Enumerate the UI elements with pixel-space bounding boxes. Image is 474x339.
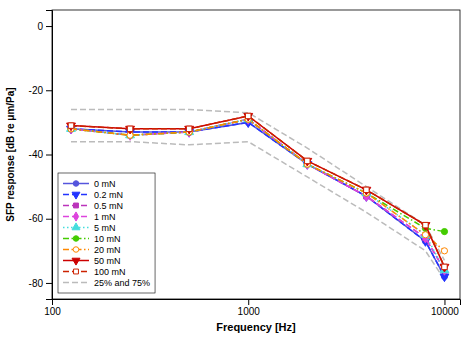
x-tick-label: 100 [44, 306, 61, 317]
series-marker [245, 113, 250, 118]
y-tick-mark [46, 219, 52, 220]
legend-item: 50 mN [63, 256, 121, 266]
legend-marker [72, 258, 80, 265]
x-tick-mark [444, 299, 445, 305]
series-marker [244, 113, 253, 121]
series-marker [362, 188, 371, 196]
y-tick-label: -80 [29, 278, 44, 289]
y-tick-label: -40 [29, 149, 44, 160]
series-marker [67, 123, 76, 131]
series-marker [245, 114, 251, 124]
legend-marker [72, 223, 80, 230]
x-tick-label: 1000 [238, 306, 261, 317]
legend-item: 1 mN [63, 212, 116, 222]
series-marker [303, 158, 312, 166]
series-marker [127, 126, 132, 131]
legend-box [58, 173, 155, 293]
legend-marker [73, 247, 79, 253]
series-marker [441, 248, 447, 254]
series-marker [244, 114, 253, 122]
series-marker [442, 264, 447, 269]
legend-label: 0.5 mN [94, 201, 123, 211]
series-marker [364, 187, 369, 192]
legend-item: 5 mN [63, 223, 116, 233]
series-marker [305, 158, 310, 163]
y-tick-label: -60 [29, 213, 44, 224]
series-marker [421, 223, 430, 231]
series-marker [186, 127, 192, 137]
x-axis: 100 1000 10000 [44, 299, 460, 317]
legend-label: 1 mN [94, 212, 116, 222]
series-marker [423, 222, 428, 227]
series-marker [126, 126, 135, 134]
y-tick-mark [46, 90, 52, 91]
legend-label: 100 mN [94, 267, 126, 277]
series-marker [185, 126, 194, 134]
legend-label: 20 mN [94, 245, 121, 255]
y-tick: 0 [37, 21, 52, 32]
series-marker [303, 159, 312, 167]
y-tick: -80 [29, 278, 52, 289]
legend-label: 0 mN [94, 179, 116, 189]
y-axis-line [46, 11, 53, 300]
x-tick: 100 [44, 299, 61, 317]
legend-label: 0.2 mN [94, 190, 123, 200]
legend-item: 0 mN [63, 179, 116, 189]
series-marker [68, 123, 73, 128]
y-tick-label: -20 [29, 85, 44, 96]
x-tick: 10000 [431, 299, 459, 317]
x-axis-title: Frequency [Hz] [216, 321, 296, 333]
series-marker [422, 232, 428, 238]
x-tick: 1000 [238, 299, 261, 317]
legend-label: 25% and 75% [94, 278, 150, 288]
plot-frame [52, 10, 460, 299]
legend-item: 10 mN [63, 234, 121, 244]
y-axis: 0 -20 -40 -60 -80 [29, 11, 53, 300]
series-marker [185, 127, 194, 135]
y-tick-mark [46, 283, 52, 284]
legend-label: 5 mN [94, 223, 116, 233]
chart: 100 1000 10000 0 -20 -40 -60 -80 Frequency [Hz] S… [0, 0, 474, 339]
series-marker [441, 228, 447, 234]
y-tick: -40 [29, 149, 52, 160]
y-axis-title: SFP response [dB re μm/Pa] [5, 87, 16, 221]
series-marker [186, 126, 191, 131]
legend-label: 50 mN [94, 256, 121, 266]
y-tick: -60 [29, 213, 52, 224]
legend-swatch [63, 282, 89, 284]
legend-item: 100 mN [63, 267, 126, 277]
legend-marker [73, 181, 79, 187]
series-marker [440, 265, 449, 273]
legend-item: 25% and 75% [63, 278, 150, 288]
legend-label: 10 mN [94, 234, 121, 244]
legend-item: 20 mN [63, 245, 121, 255]
legend-marker [74, 203, 79, 208]
series-marker [362, 187, 371, 195]
x-tick-mark [248, 299, 249, 305]
legend: 0 mN0.2 mN0.5 mN1 mN5 mN10 mN20 mN50 mN1… [58, 173, 155, 293]
series-marker [67, 124, 76, 132]
legend-marker [72, 192, 80, 199]
legend-marker [74, 269, 79, 274]
series-marker [304, 159, 310, 169]
y-tick-mark [46, 155, 52, 156]
legend-marker [73, 212, 78, 221]
x-tick-label: 10000 [431, 306, 459, 317]
y-tick-label: 0 [37, 21, 43, 32]
x-axis-line [53, 300, 461, 306]
series-marker [442, 265, 448, 275]
series-marker [68, 124, 74, 134]
legend-item: 0.2 mN [63, 190, 123, 200]
legend-item: 0.5 mN [63, 201, 123, 211]
y-tick-mark [46, 26, 52, 27]
y-tick: -20 [29, 85, 52, 96]
legend-marker [73, 236, 79, 242]
series-marker [440, 264, 449, 272]
